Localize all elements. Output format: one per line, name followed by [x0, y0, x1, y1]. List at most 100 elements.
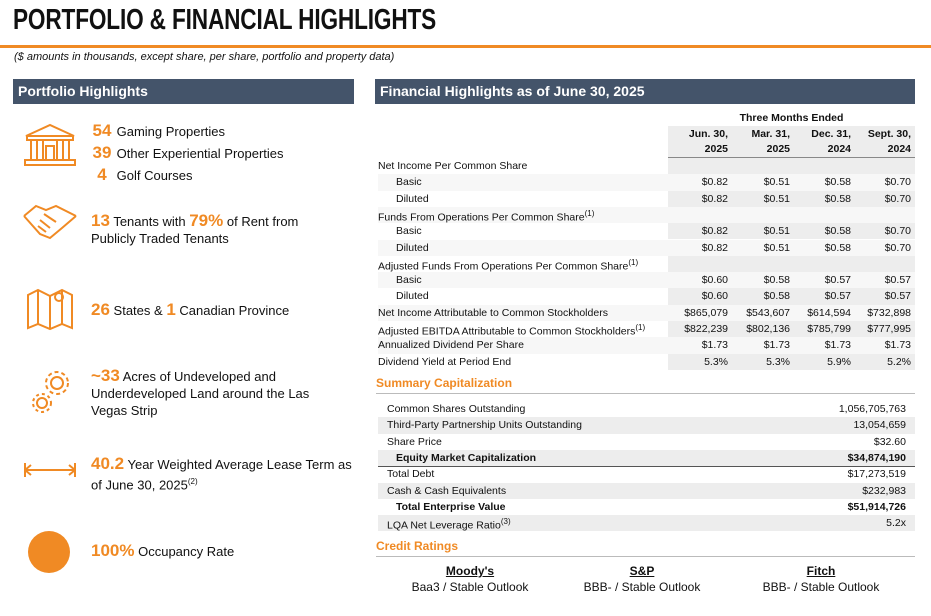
item-line: 40.2 Year Weighted Average Lease Term as… — [91, 455, 361, 493]
section-rule — [376, 393, 915, 394]
cap-value: $17,273,519 — [847, 468, 906, 481]
portfolio-item: 13 Tenants with 79% of Rent from Publicl… — [91, 212, 331, 247]
table-value: $785,799 — [807, 323, 851, 335]
cap-label: Common Shares Outstanding — [387, 403, 525, 415]
highlight-number: 79% — [189, 211, 224, 230]
cap-value: 13,054,659 — [853, 419, 906, 432]
row-label: Basic — [396, 225, 422, 237]
rating: Baa3 / Stable Outlook — [411, 580, 529, 594]
map-icon — [27, 288, 73, 331]
icons — [23, 123, 77, 573]
highlight-number: 26 — [91, 300, 110, 319]
table-value: $0.51 — [763, 176, 790, 189]
table-value: 5.3% — [766, 355, 790, 368]
row-label-text: Diluted — [396, 192, 429, 205]
gears-icon — [32, 371, 69, 413]
column-header: 2024 — [827, 143, 851, 155]
row-bg — [668, 190, 915, 207]
item-line: 100% Occupancy Rate — [91, 542, 351, 560]
cap-label-text: Cash & Cash Equivalents — [387, 484, 507, 497]
highlight-number: 54 — [92, 121, 112, 140]
header-bg — [668, 126, 915, 158]
row-label-text: Annualized Dividend Per Share — [378, 339, 524, 352]
row-bg — [668, 353, 915, 370]
footnote-ref: (3) — [500, 517, 511, 527]
item-line: 26 States & 1 Canadian Province — [91, 301, 351, 319]
column-header: Dec. 31, — [811, 128, 851, 140]
cap-label-text: Total Enterprise Value — [396, 500, 506, 513]
item-text: Other Experiential Properties — [116, 146, 284, 161]
total-rule — [378, 466, 915, 468]
footnote-ref: (1) — [635, 323, 646, 332]
row-label-text: Adjusted EBITDA Attributable to Common S… — [378, 325, 636, 338]
item-line: 54 Gaming Properties — [91, 122, 351, 144]
table-value: $1.73 — [763, 339, 790, 352]
row-bg — [378, 174, 915, 191]
row-bg — [378, 272, 915, 289]
highlight-number: 40.2 — [91, 454, 125, 473]
table-value: $1.73 — [701, 339, 728, 352]
row-bg — [668, 223, 915, 240]
highlight-number: 13 — [91, 211, 110, 230]
item-text: Golf Courses — [116, 168, 193, 183]
row-label-text: Adjusted Funds From Operations Per Commo… — [378, 260, 629, 273]
row-bg — [378, 482, 915, 499]
item-text: Gaming Properties — [116, 124, 226, 139]
table-value: $0.51 — [763, 192, 790, 205]
cap-value: 5.2x — [886, 517, 906, 530]
cap-value: $51,914,726 — [847, 500, 906, 513]
cap-label-text: Share Price — [387, 435, 442, 448]
table-value: 5.9% — [827, 355, 851, 368]
period-label: Three Months Ended — [739, 112, 844, 124]
header-rule — [668, 157, 915, 158]
row-bg — [668, 321, 915, 338]
portfolio-item: 40.2 Year Weighted Average Lease Term as… — [91, 455, 361, 493]
table-value: $777,995 — [867, 323, 911, 335]
portfolio-item: 26 States & 1 Canadian Province — [91, 301, 351, 319]
occupancy-circle — [28, 531, 70, 573]
cap-label: Equity Market Capitalization — [396, 452, 536, 464]
arrow-icon — [24, 463, 76, 477]
cap-label: Third-Party Partnership Units Outstandin… — [387, 419, 582, 431]
row-label-text: Dividend Yield at Period End — [378, 355, 512, 368]
table-value: $802,136 — [746, 323, 790, 335]
row-bg — [378, 206, 915, 224]
row-label: Diluted — [396, 290, 429, 302]
table-value: $0.51 — [763, 225, 790, 238]
row-bg — [378, 304, 915, 321]
cap-label: Total Enterprise Value — [396, 501, 506, 513]
table-value: $865,079 — [684, 306, 728, 319]
row-bg — [668, 255, 915, 273]
table-value: $0.57 — [824, 274, 851, 287]
building-icon — [24, 123, 76, 166]
column-header: 2024 — [887, 143, 911, 155]
cap-label-text: Equity Market Capitalization — [396, 451, 537, 464]
item-line: 13 Tenants with 79% of Rent from Publicl… — [91, 212, 331, 247]
cap-label-text: Total Debt — [387, 468, 435, 481]
item-text: (2) — [187, 477, 198, 486]
row-label-text: Diluted — [396, 290, 429, 303]
table-value: $0.57 — [824, 290, 851, 303]
cap-label: Cash & Cash Equivalents — [387, 485, 506, 497]
highlight-number: 39 — [92, 143, 112, 162]
table-value: $0.58 — [824, 176, 851, 189]
row-bg — [668, 158, 915, 175]
row-label: Basic — [396, 176, 422, 188]
section-rule — [376, 556, 915, 557]
page-title: PORTFOLIO & FINANCIAL HIGHLIGHTS — [13, 4, 437, 36]
footnote-ref: (1) — [628, 257, 639, 267]
table-value: $0.70 — [884, 241, 911, 254]
table-value: $0.58 — [824, 192, 851, 205]
column-header: Jun. 30, — [688, 128, 728, 140]
cap-value: $232,983 — [862, 484, 906, 497]
item-line: ~33 Acres of Undeveloped and Underdevelo… — [91, 367, 331, 419]
item-line: 4 Golf Courses — [91, 166, 351, 188]
agency: S&P — [629, 564, 655, 578]
row-bg — [378, 337, 915, 354]
item-line: 39 Other Experiential Properties — [91, 144, 351, 166]
row-bg — [378, 417, 915, 434]
row-label-text: Basic — [396, 274, 422, 287]
portfolio-item: 54 Gaming Properties 39 Other Experientia… — [91, 122, 351, 188]
column-header: 2025 — [704, 143, 728, 155]
item-text: Canadian Province — [179, 303, 290, 318]
